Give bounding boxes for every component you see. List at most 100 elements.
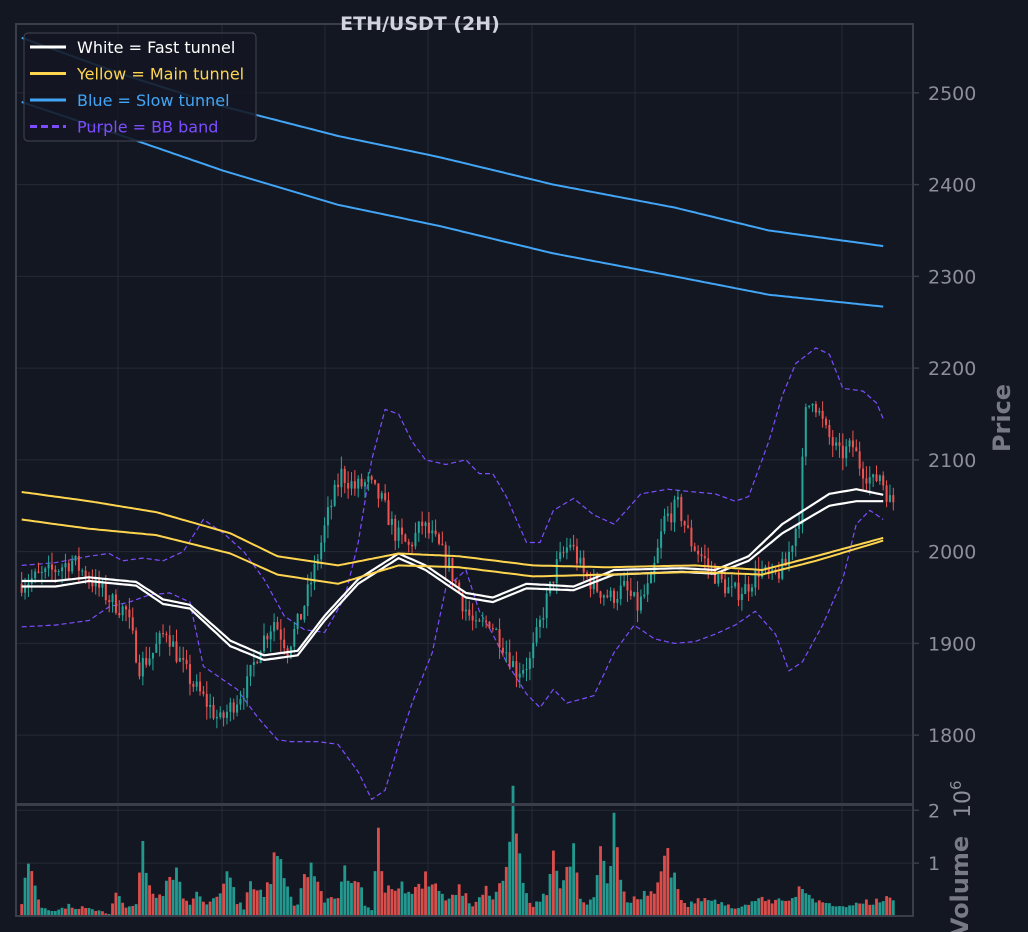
- candle-up: [310, 582, 313, 585]
- candle-down: [266, 635, 269, 640]
- candle-up: [155, 644, 158, 653]
- candle-down: [700, 554, 703, 557]
- volume-bar: [481, 894, 485, 916]
- volume-bar: [262, 896, 266, 916]
- volume-bar: [683, 902, 687, 916]
- candle-up: [44, 568, 47, 573]
- volume-bar: [60, 907, 64, 916]
- candle-up: [475, 620, 478, 622]
- candle-down: [485, 620, 488, 622]
- candle-down: [670, 513, 673, 523]
- volume-bar: [804, 893, 808, 916]
- volume-bar: [309, 862, 313, 916]
- candle-down: [104, 582, 107, 601]
- candle-down: [347, 483, 350, 489]
- candle-down: [108, 600, 111, 603]
- candle-up: [525, 669, 528, 671]
- volume-bar: [242, 909, 246, 916]
- chart-title: ETH/USDT (2H): [340, 13, 500, 35]
- candle-down: [468, 609, 471, 616]
- candle-up: [538, 619, 541, 628]
- candle-down: [626, 580, 629, 591]
- volume-bar: [498, 883, 501, 916]
- candle-down: [145, 658, 148, 665]
- candle-down: [693, 546, 696, 551]
- volume-bar: [807, 894, 811, 916]
- volume-bar: [878, 902, 882, 916]
- candle-down: [865, 478, 868, 484]
- volume-bar: [727, 904, 730, 916]
- volume-bar: [94, 910, 98, 916]
- candle-down: [612, 590, 615, 603]
- volume-bar: [770, 903, 774, 916]
- candle-down: [202, 691, 205, 694]
- candle-up: [787, 551, 790, 566]
- volume-bar: [696, 898, 700, 916]
- volume-bar: [239, 902, 242, 916]
- price-tick-label: 2000: [928, 542, 976, 564]
- volume-bar: [313, 876, 316, 916]
- volume-bar: [679, 900, 683, 916]
- candle-up: [178, 657, 181, 662]
- candle-down: [222, 712, 225, 718]
- candle-up: [512, 661, 515, 668]
- candle-up: [61, 567, 64, 572]
- volume-bar: [205, 904, 209, 916]
- volume-bar: [397, 888, 401, 916]
- candle-up: [646, 583, 649, 595]
- volume-bar: [403, 893, 407, 916]
- volume-bar: [373, 871, 377, 916]
- candle-down: [114, 594, 117, 613]
- candle-up: [532, 642, 535, 659]
- candle-down: [283, 639, 286, 649]
- volume-bar: [484, 885, 488, 916]
- candle-up: [727, 586, 730, 594]
- candle-up: [47, 564, 50, 569]
- volume-bar: [440, 893, 444, 916]
- volume-bar: [834, 906, 838, 916]
- candle-up: [306, 584, 309, 607]
- candle-down: [885, 485, 888, 502]
- volume-bar: [467, 903, 471, 916]
- volume-bar: [652, 893, 656, 916]
- volume-bar: [787, 900, 791, 916]
- volume-multiplier-exponent: 6: [947, 780, 965, 790]
- volume-bar: [272, 852, 276, 916]
- volume-bar: [121, 902, 125, 916]
- candle-up: [623, 580, 626, 586]
- candle-down: [454, 580, 457, 583]
- volume-bar: [57, 909, 61, 916]
- volume-bar: [501, 880, 505, 916]
- candle-up: [676, 496, 679, 500]
- volume-bar: [700, 901, 703, 916]
- volume-bar: [249, 881, 252, 916]
- volume-bar: [107, 913, 111, 916]
- candle-down: [515, 661, 518, 678]
- volume-bar: [336, 898, 340, 916]
- volume-bar: [377, 827, 380, 916]
- volume-bar: [326, 898, 330, 916]
- candle-up: [650, 574, 653, 584]
- volume-bar: [801, 888, 804, 916]
- volume-bar: [760, 896, 764, 916]
- candle-up: [633, 592, 636, 596]
- fast-upper-line: [21, 488, 884, 657]
- candle-up: [801, 456, 804, 525]
- price-tick-labels: 1800 1900 2000 2100 2200 2300 2400 2500: [913, 83, 976, 747]
- candle-up: [559, 552, 562, 560]
- candle-up: [326, 507, 329, 526]
- volume-bar: [723, 905, 727, 916]
- volume-bar: [144, 872, 148, 916]
- candle-up: [464, 609, 467, 612]
- candle-up: [868, 477, 871, 484]
- volume-bar: [669, 877, 673, 916]
- candle-down: [767, 566, 770, 573]
- volume-bar: [356, 882, 360, 916]
- candle-up: [141, 658, 144, 677]
- volume-bar: [67, 903, 71, 916]
- volume-bar: [457, 884, 461, 916]
- volume-bar: [821, 902, 825, 916]
- volume-bar: [306, 877, 310, 916]
- candle-down: [491, 628, 494, 630]
